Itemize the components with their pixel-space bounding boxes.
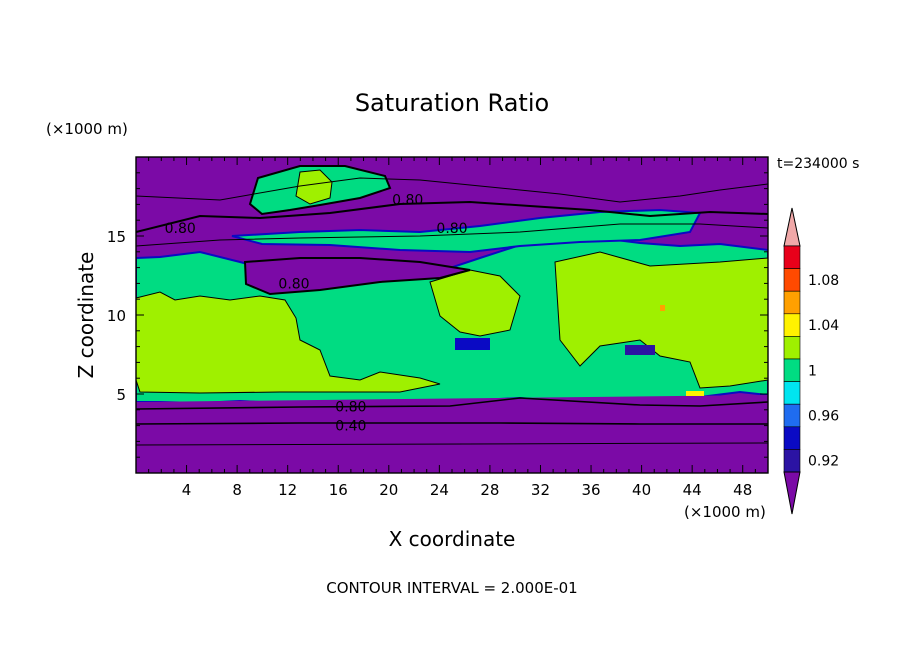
- y-tick-label: 10: [107, 307, 126, 325]
- x-axis-ticks: 4 8 12 16 20 24 28 32 36 40 44 48: [148, 157, 756, 499]
- colorbar-label: 1.04: [808, 318, 839, 334]
- y-axis-ticks: 5 10 15: [107, 172, 768, 458]
- colorbar-swatch: [783, 358, 801, 382]
- region-upper-band: [231, 208, 702, 254]
- region-dry-tongue: [243, 257, 471, 296]
- colorbar-label: 0.92: [808, 454, 839, 470]
- x-tick-label: 40: [632, 481, 651, 499]
- x-tick-label: 32: [531, 481, 550, 499]
- contour-line-lower-3: [136, 442, 768, 446]
- colorbar-upper-triangle: [783, 207, 801, 247]
- x-tick-label: 48: [733, 481, 752, 499]
- region-upper-cloud-core: [295, 169, 333, 205]
- region-lower-dry: [136, 395, 768, 473]
- colorbar-swatch: [783, 336, 801, 360]
- x-tick-label: 20: [379, 481, 398, 499]
- region-blue-patch-1: [455, 338, 490, 350]
- plot-area: [136, 157, 768, 473]
- y-tick-label: 5: [116, 386, 126, 404]
- colorbar-label: 1: [808, 363, 817, 379]
- x-tick-label: 12: [278, 481, 297, 499]
- chart-title: Saturation Ratio: [355, 89, 549, 117]
- contour-interval-footer: CONTOUR INTERVAL = 2.000E-01: [326, 579, 577, 597]
- colorbar-swatch: [783, 403, 801, 428]
- x-tick-label: 28: [480, 481, 499, 499]
- contour-label: 0.80: [165, 221, 196, 237]
- colorbar-swatch: [783, 245, 801, 269]
- region-yellow-patch: [686, 391, 704, 396]
- region-orange-patch: [660, 305, 665, 311]
- x-tick-label: 16: [329, 481, 348, 499]
- colorbar-swatch: [783, 290, 801, 315]
- colorbar-swatch: [783, 268, 801, 292]
- colorbar-swatch: [783, 449, 801, 473]
- y-axis-label: Z coordinate: [74, 252, 98, 379]
- contour-label: 0.40: [335, 419, 366, 435]
- contour-label: 0.80: [278, 276, 309, 292]
- contour-line-lower-2: [136, 422, 768, 425]
- x-tick-label: 24: [430, 481, 449, 499]
- x-tick-label: 4: [182, 481, 192, 499]
- time-label: t=234000 s: [777, 156, 859, 172]
- region-light-green-1: [136, 291, 441, 394]
- colorbar-lower-triangle: [783, 471, 801, 515]
- contour-label: 0.80: [335, 400, 366, 416]
- contour-line-lower-1: [136, 397, 768, 410]
- colorbar-swatch: [783, 313, 801, 337]
- colorbar: 0.92 0.96 1 1.04 1.08: [783, 207, 839, 515]
- x-tick-label: 44: [683, 481, 702, 499]
- region-blue-patch-2: [625, 345, 655, 355]
- x-unit-label: (×1000 m): [684, 503, 766, 521]
- colorbar-label: 0.96: [808, 409, 839, 425]
- region-light-green-2: [429, 269, 521, 337]
- x-tick-label: 36: [581, 481, 600, 499]
- contour-line-upper-1: [136, 177, 768, 203]
- x-axis-label: X coordinate: [389, 527, 516, 551]
- region-light-green-3: [554, 251, 768, 389]
- colorbar-label: 1.08: [808, 273, 839, 289]
- contour-label: 0.80: [436, 221, 467, 237]
- contour-label: 0.80: [392, 193, 423, 209]
- contour-line-upper-2: [136, 200, 768, 233]
- contour-line-upper-3: [136, 223, 768, 247]
- colorbar-swatch: [783, 381, 801, 405]
- y-tick-label: 15: [107, 228, 126, 246]
- colorbar-swatch: [783, 426, 801, 450]
- contour-labels: 0.80 0.80 0.80 0.80 0.80 0.40: [165, 193, 468, 435]
- x-tick-label: 8: [232, 481, 242, 499]
- y-unit-label: (×1000 m): [46, 120, 128, 138]
